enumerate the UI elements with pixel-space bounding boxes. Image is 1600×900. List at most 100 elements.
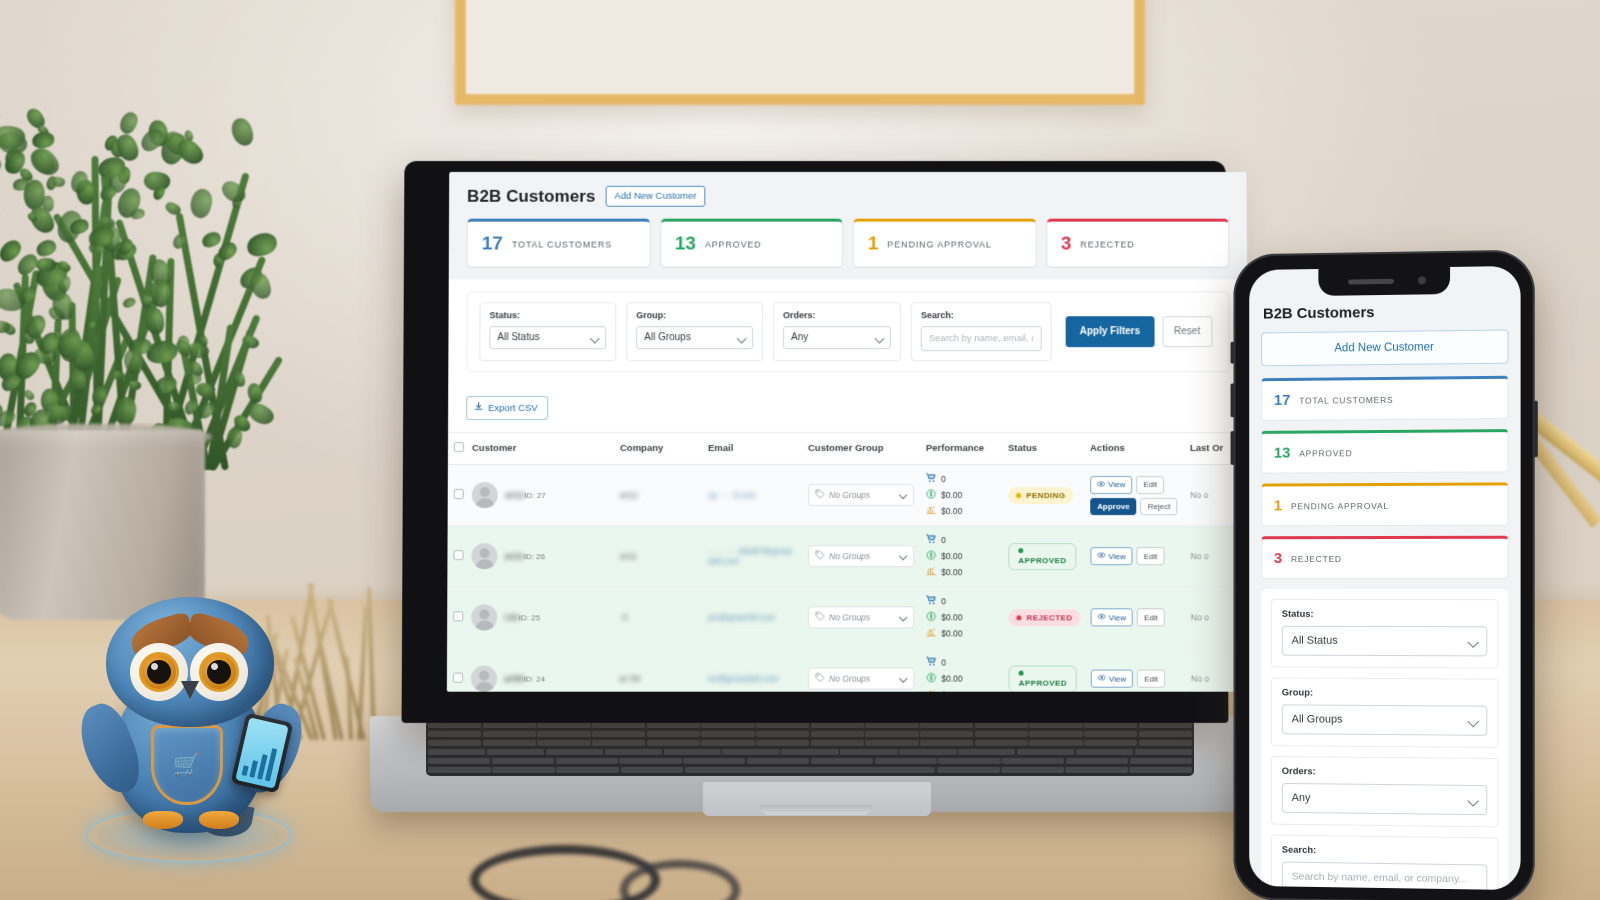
select-all-checkbox[interactable] <box>454 442 464 452</box>
search-input[interactable] <box>921 326 1042 351</box>
phone-body: B2B Customers Add New Customer 17 TOTAL … <box>1233 250 1534 900</box>
reset-filters-button[interactable]: Reset <box>1162 316 1212 347</box>
view-button[interactable]: View <box>1091 670 1133 688</box>
row-select-cell[interactable] <box>448 465 466 526</box>
phone-volume-down-button[interactable] <box>1231 431 1235 465</box>
filter-status-label: Status: <box>489 310 606 320</box>
email-cell: uy······il.com <box>702 465 802 526</box>
customer-email[interactable]: rtv@gmasdail.com <box>708 674 779 684</box>
row-checkbox[interactable] <box>454 489 464 499</box>
orders-select[interactable]: Any <box>783 326 891 349</box>
edit-button[interactable]: Edit <box>1137 670 1165 688</box>
total-revenue: $0.00 <box>941 612 962 622</box>
plant-leaf <box>24 389 36 402</box>
stat-card-approved[interactable]: 13 APPROVED <box>660 219 843 268</box>
row-checkbox[interactable] <box>453 550 463 560</box>
laptop-device: B2B Customers Add New Customer 17 TOTAL … <box>370 160 1250 820</box>
approve-button[interactable]: Approve <box>1090 498 1137 515</box>
cart-icon <box>926 595 936 607</box>
view-button[interactable]: View <box>1091 608 1133 626</box>
phone-add-new-customer-button[interactable]: Add New Customer <box>1261 329 1508 366</box>
keyboard-key <box>537 731 590 738</box>
avg-order-value: $0.00 <box>941 628 962 638</box>
keyboard-row <box>428 722 1192 729</box>
add-new-customer-button[interactable]: Add New Customer <box>605 186 705 207</box>
keyboard-row <box>428 740 1192 747</box>
row-select-cell[interactable] <box>447 587 465 648</box>
row-select-cell[interactable] <box>447 526 465 587</box>
phone-orders-select[interactable]: Any <box>1282 783 1488 815</box>
view-button[interactable]: View <box>1090 547 1132 565</box>
keyboard-key <box>811 722 864 729</box>
phone-status-select[interactable]: All Status <box>1282 626 1488 657</box>
customer-group-select[interactable]: No Groups <box>808 484 914 506</box>
cart-gear-icon: 🛒 <box>173 754 200 776</box>
plant-leaf <box>0 206 1 221</box>
phone-volume-up-button[interactable] <box>1231 383 1235 417</box>
customer-group-select[interactable]: No Groups <box>808 545 914 567</box>
phone-stat-label: REJECTED <box>1291 554 1342 564</box>
view-button[interactable]: View <box>1090 476 1132 494</box>
table-row[interactable]: ar11ID: 26 ar11 ···········09287@gmasdail.… <box>447 526 1248 587</box>
keyboard-key <box>428 767 491 774</box>
dollar-icon <box>926 550 936 562</box>
keyboard-key <box>647 740 700 747</box>
customer-group-select[interactable]: No Groups <box>808 606 914 628</box>
customer-email[interactable]: uy······il.com <box>708 490 756 500</box>
phone-group-select[interactable]: All Groups <box>1282 704 1488 735</box>
phone-stat-card-pending-approval[interactable]: 1 PENDING APPROVAL <box>1261 482 1508 526</box>
edit-button[interactable]: Edit <box>1137 547 1165 565</box>
owl-feet <box>143 811 239 833</box>
row-select-cell[interactable] <box>447 648 465 692</box>
row-checkbox[interactable] <box>453 673 463 683</box>
phone-filter-group: Group: All Groups <box>1271 677 1498 748</box>
phone-search-input[interactable] <box>1282 862 1488 891</box>
last-order-value: No o <box>1190 490 1208 500</box>
table-row[interactable]: ar09ID: 24 ar 09 rtv@gmasdail.com No Groups… <box>447 648 1249 692</box>
phone-stat-card-total-customers[interactable]: 17 TOTAL CUSTOMERS <box>1261 376 1508 421</box>
plant-leaf <box>200 230 222 249</box>
stat-card-rejected[interactable]: 3 REJECTED <box>1046 219 1229 268</box>
status-select[interactable]: All Status <box>489 326 606 349</box>
phone-power-button[interactable] <box>1534 401 1538 457</box>
customer-email[interactable]: ···········09287@gmasdail.com <box>708 546 792 566</box>
keyboard-key <box>920 722 973 729</box>
phone-silent-switch[interactable] <box>1231 342 1235 364</box>
col-email: Email <box>702 433 802 464</box>
stat-label: REJECTED <box>1080 239 1134 249</box>
cart-icon <box>926 657 936 669</box>
stat-card-pending-approval[interactable]: 1 PENDING APPROVAL <box>853 219 1036 268</box>
customer-group-placeholder: No Groups <box>829 612 870 622</box>
phone-stat-card-rejected[interactable]: 3 REJECTED <box>1261 536 1508 579</box>
reject-button[interactable]: Reject <box>1141 498 1178 515</box>
phone-stat-value: 1 <box>1274 497 1282 514</box>
phone-stat-card-approved[interactable]: 13 APPROVED <box>1261 429 1508 474</box>
export-csv-button[interactable]: Export CSV <box>466 396 548 420</box>
edit-button[interactable]: Edit <box>1136 476 1164 494</box>
phone-filters-panel: Status: All Status Group: All Groups <box>1261 589 1508 890</box>
status-dot-icon <box>1016 493 1021 498</box>
phone-filter-status: Status: All Status <box>1271 599 1498 669</box>
performance-cell: 0$0.00$0.00 <box>920 587 1002 648</box>
row-checkbox[interactable] <box>453 611 463 621</box>
keyboard-key <box>938 758 1000 765</box>
keyboard-key <box>781 749 838 756</box>
keyboard-key <box>428 758 490 765</box>
edit-button[interactable]: Edit <box>1137 608 1165 626</box>
apply-filters-button[interactable]: Apply Filters <box>1066 316 1155 347</box>
group-select[interactable]: All Groups <box>636 326 753 349</box>
dollar-icon <box>926 673 936 685</box>
customer-group-select[interactable]: No Groups <box>808 668 914 690</box>
cart-icon <box>926 534 936 546</box>
customer-name: ar11 <box>505 551 524 562</box>
actions-cell: View Edit <box>1085 648 1186 692</box>
table-row[interactable]: r10ID: 25 ·0 ytv@gma10il.com No Groups 0 $0.0… <box>447 587 1249 648</box>
customer-email[interactable]: ytv@gma10il.com <box>708 612 776 622</box>
table-row[interactable]: ar12ID: 27 ar12 uy······il.com No Groups 0 $0… <box>448 465 1249 526</box>
phone-screen: B2B Customers Add New Customer 17 TOTAL … <box>1249 266 1520 890</box>
phone-speaker <box>1348 279 1394 285</box>
stat-label: TOTAL CUSTOMERS <box>512 239 612 249</box>
stat-card-total-customers[interactable]: 17 TOTAL CUSTOMERS <box>467 219 650 268</box>
keyboard-key <box>1135 749 1192 756</box>
select-all-cell[interactable] <box>448 433 466 464</box>
